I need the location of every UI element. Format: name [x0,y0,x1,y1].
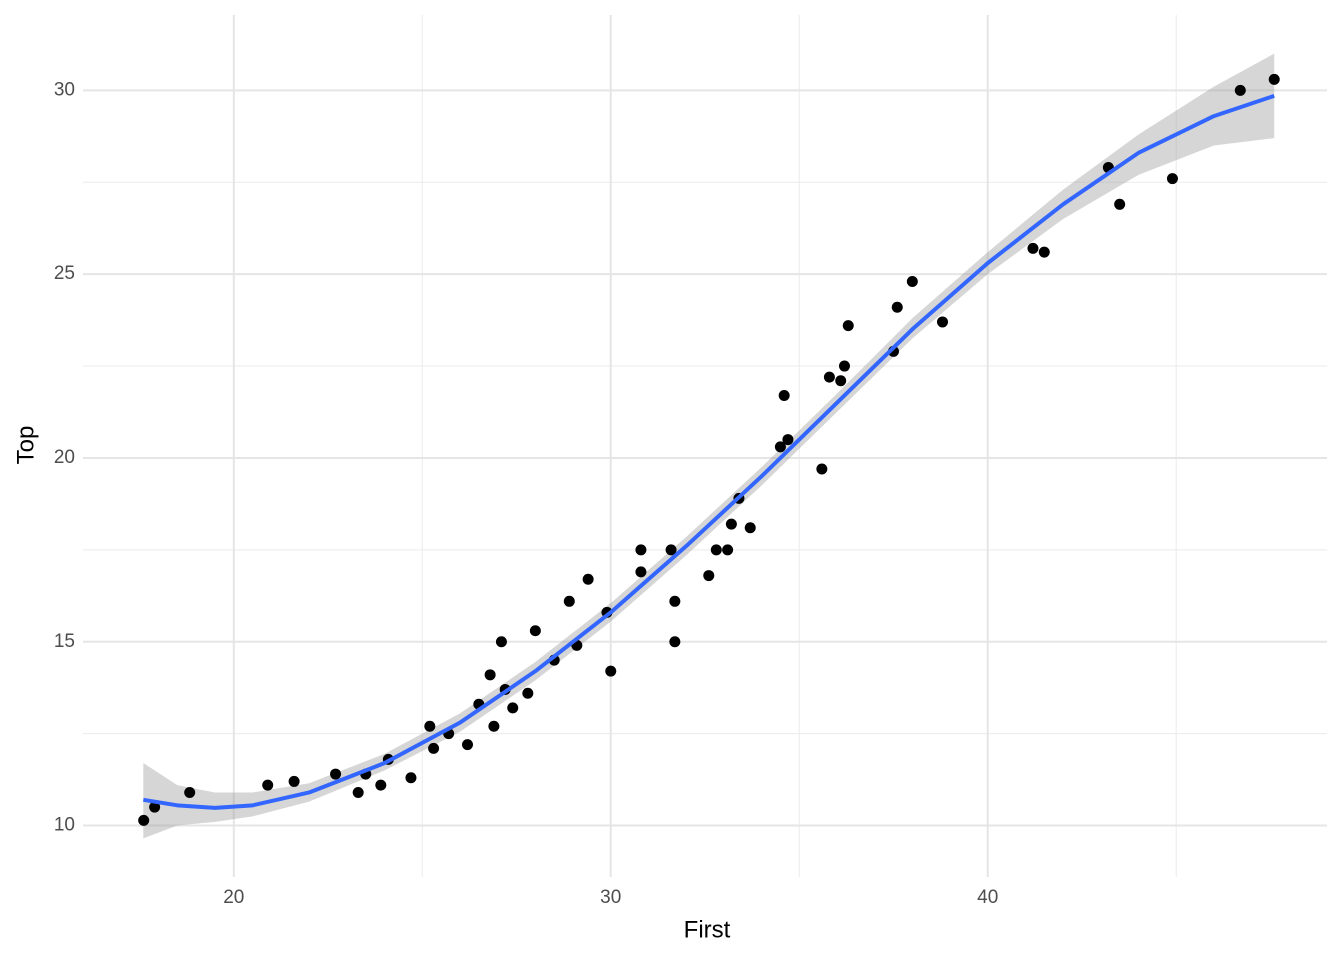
point [405,772,417,784]
y-tick-label: 10 [54,815,75,836]
point [710,544,722,556]
point [1027,242,1039,254]
smooth-line [142,93,1275,810]
point [488,720,500,732]
y-tick-label: 20 [54,447,75,468]
point [522,687,534,699]
point [149,801,161,813]
x-tick-label: 30 [600,887,621,908]
point [529,625,541,637]
y-tick-label: 25 [54,263,75,284]
point [424,720,436,732]
point [184,786,196,798]
point [782,434,794,446]
point [635,566,647,578]
point [484,669,496,681]
point [665,544,677,556]
x-axis-title: First [684,916,731,943]
point [906,276,918,288]
point [582,573,594,585]
point [725,518,737,530]
point [507,702,519,714]
point [1234,84,1246,96]
point [428,742,440,754]
point [1268,73,1280,85]
point [703,570,715,582]
point [744,522,756,534]
point [891,301,903,313]
y-axis-title: Top [12,426,39,465]
point [835,375,847,387]
point [1114,198,1126,210]
point [495,636,507,648]
y-tick-label: 15 [54,631,75,652]
point [823,371,835,383]
point [669,636,681,648]
point [352,786,364,798]
point [262,779,274,791]
point [563,595,575,607]
confidence-band [143,53,1275,839]
point [722,544,734,556]
point [774,441,786,453]
x-tick-label: 20 [223,887,244,908]
point [778,389,790,401]
point [669,595,681,607]
point [462,739,474,751]
point [816,463,828,475]
point [838,360,850,372]
point [605,665,617,677]
point [1038,246,1050,258]
y-tick-label: 30 [54,79,75,100]
point [375,779,387,791]
point [842,320,854,332]
point [1166,173,1178,185]
point [288,775,300,787]
point [635,544,647,556]
x-tick-label: 40 [977,887,998,908]
point [138,814,150,826]
point [936,316,948,328]
point [330,768,342,780]
